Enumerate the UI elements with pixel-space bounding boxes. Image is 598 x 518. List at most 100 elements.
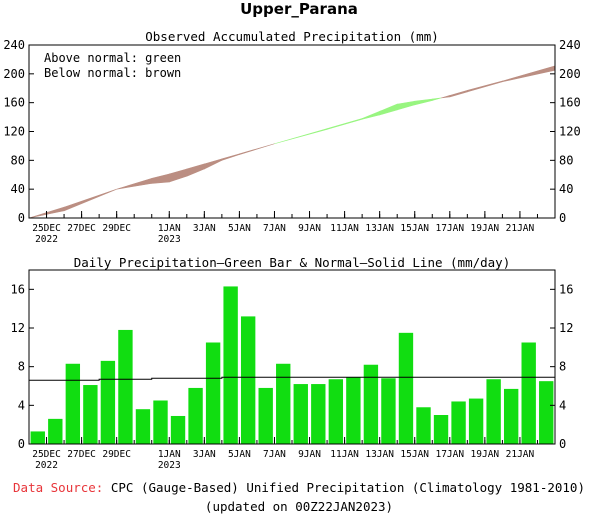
x-tick-label: 19JAN — [471, 449, 500, 460]
above-normal-area — [414, 98, 433, 106]
x-tick-label: 5JAN — [228, 223, 251, 234]
x-tick-label: 3JAN — [193, 449, 216, 460]
x-tick-year-label: 2022 — [35, 234, 58, 245]
x-tick-label: 7JAN — [263, 223, 286, 234]
y-tick-label-left: 240 — [3, 38, 25, 52]
x-tick-label: 27DEC — [67, 223, 96, 234]
annotation-above-normal: Above normal: green — [44, 51, 181, 65]
daily-precip-bar — [346, 377, 361, 444]
daily-precip-bar — [188, 387, 203, 444]
below-normal-area — [467, 80, 503, 93]
data-source-text: CPC (Gauge-Based) Unified Precipitation … — [110, 480, 585, 495]
y-tick-label-left: 4 — [18, 398, 25, 412]
y-tick-label-right: 16 — [559, 282, 573, 296]
y-tick-label-left: 160 — [3, 96, 25, 110]
y-tick-label-right: 40 — [559, 182, 573, 196]
daily-precip-bar — [118, 329, 133, 444]
daily-precip-bar — [100, 360, 116, 444]
y-tick-label-right: 12 — [559, 321, 573, 335]
x-tick-label: 17JAN — [435, 223, 464, 234]
above-normal-area — [379, 103, 398, 116]
page-title: Upper_Parana — [240, 0, 358, 18]
daily-precip-bar — [83, 385, 98, 444]
charts: Observed Accumulated Precipitation (mm) … — [3, 29, 580, 471]
daily-precip-bar — [258, 387, 273, 444]
daily-precip-bar — [30, 431, 45, 444]
x-tick-label: 21JAN — [506, 223, 535, 234]
y-tick-label-left: 40 — [11, 182, 25, 196]
y-tick-label-right: 8 — [559, 360, 566, 374]
x-tick-label: 1JAN — [158, 223, 181, 234]
above-normal-area — [431, 97, 442, 101]
y-tick-label-right: 240 — [559, 38, 581, 52]
below-normal-area — [151, 173, 170, 184]
daily-precip-bar — [451, 401, 466, 444]
daily-precip-bar — [311, 384, 326, 444]
bottom-chart-title: Daily Precipitation—Green Bar & Normal—S… — [74, 255, 511, 270]
x-tick-year-label: 2023 — [158, 234, 181, 245]
daily-precip-bar — [398, 332, 414, 444]
below-normal-area — [63, 188, 117, 212]
x-tick-label: 1JAN — [158, 449, 181, 460]
below-normal-area — [116, 177, 153, 190]
x-tick-label: 9JAN — [298, 223, 321, 234]
daily-precip-bar — [276, 363, 291, 444]
daily-precip-bar — [433, 415, 449, 444]
annotation-below-normal: Below normal: brown — [44, 66, 181, 80]
below-normal-area — [440, 95, 451, 99]
y-tick-label-left: 16 — [11, 282, 25, 296]
above-normal-area — [274, 128, 328, 145]
below-normal-area — [239, 143, 275, 155]
daily-precip-bar — [363, 364, 379, 444]
y-tick-label-left: 8 — [18, 360, 25, 374]
x-tick-label: 29DEC — [102, 449, 131, 460]
top-chart-title: Observed Accumulated Precipitation (mm) — [145, 29, 439, 44]
y-tick-label-right: 200 — [559, 67, 581, 81]
daily-precip-bar — [65, 363, 81, 444]
daily-precip-bar — [328, 379, 344, 444]
y-tick-label-right: 4 — [559, 398, 566, 412]
daily-precip-bar — [381, 378, 396, 444]
y-tick-label-right: 120 — [559, 125, 581, 139]
y-tick-label-left: 0 — [18, 437, 25, 451]
daily-precip-bar — [416, 407, 431, 444]
x-tick-label: 17JAN — [435, 449, 464, 460]
daily-precip-bar — [205, 342, 221, 444]
y-tick-label-left: 120 — [3, 125, 25, 139]
normal-line — [29, 376, 555, 381]
above-normal-area — [361, 110, 380, 120]
y-tick-label-left: 200 — [3, 67, 25, 81]
above-normal-area — [396, 100, 416, 111]
x-tick-label: 21JAN — [506, 449, 535, 460]
daily-precip-bar — [521, 342, 536, 444]
y-tick-label-right: 80 — [559, 153, 573, 167]
y-tick-label-right: 0 — [559, 437, 566, 451]
daily-precip-bar — [468, 398, 484, 444]
y-tick-label-right: 160 — [559, 96, 581, 110]
x-tick-label: 19JAN — [471, 223, 500, 234]
x-tick-label: 15JAN — [400, 223, 429, 234]
x-tick-label: 9JAN — [298, 449, 321, 460]
below-normal-area — [221, 153, 240, 161]
daily-precip-bar — [135, 409, 151, 444]
x-tick-label: 15JAN — [400, 449, 429, 460]
x-tick-label: 11JAN — [330, 223, 359, 234]
daily-precip-bar — [503, 388, 519, 444]
x-tick-label: 25DEC — [32, 449, 61, 460]
daily-precip-bar — [293, 384, 308, 444]
daily-precip-bar — [223, 286, 238, 444]
y-tick-label-left: 12 — [11, 321, 25, 335]
x-tick-label: 29DEC — [102, 223, 131, 234]
below-normal-area — [168, 168, 188, 183]
footer-updated: (updated on 00Z22JAN2023) — [204, 499, 394, 514]
x-tick-year-label: 2022 — [35, 460, 58, 471]
x-tick-label: 7JAN — [263, 449, 286, 460]
daily-precip-bar — [153, 400, 168, 444]
daily-precip-bar — [48, 418, 63, 444]
data-source-label: Data Source: — [13, 480, 104, 495]
x-tick-label: 13JAN — [365, 449, 394, 460]
above-normal-area — [326, 118, 363, 130]
below-normal-area — [186, 163, 205, 177]
